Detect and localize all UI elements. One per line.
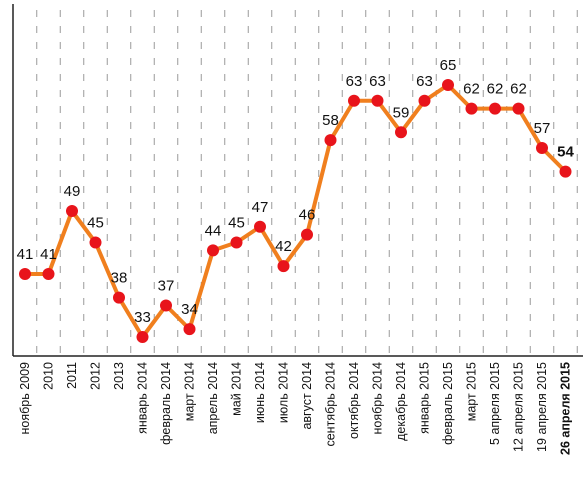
data-label: 41	[17, 246, 34, 263]
data-point	[559, 165, 572, 178]
data-label: 46	[299, 207, 316, 224]
data-point	[136, 331, 149, 343]
data-point	[536, 142, 548, 154]
data-point	[160, 299, 172, 312]
data-labels: 41 41 49 45 38 33 37 34 44 45 47 42 46 58 63 63 59 63 65 62…	[17, 57, 575, 326]
data-label: 63	[369, 73, 386, 90]
x-tick-label: сентябрь 2014	[324, 362, 338, 447]
data-point	[348, 94, 360, 107]
data-label: 62	[510, 81, 527, 98]
x-tick-label: 19 апреля 2015	[535, 362, 549, 452]
data-label: 49	[64, 183, 81, 200]
x-tick-label: 5 апреля 2015	[488, 362, 502, 445]
x-tick-label: январь 2015	[418, 362, 432, 434]
data-point	[42, 268, 55, 280]
data-point	[207, 244, 219, 257]
x-tick-label: март 2015	[465, 362, 479, 421]
data-point	[113, 291, 125, 304]
data-point	[465, 102, 478, 115]
data-point	[301, 228, 313, 241]
x-tick-label: февраль 2015	[441, 362, 455, 445]
data-point	[183, 323, 196, 336]
data-point	[512, 102, 525, 115]
data-point	[19, 268, 31, 280]
data-label: 34	[181, 301, 198, 318]
x-tick-label: 26 апреля 2015	[559, 362, 573, 455]
data-label: 42	[275, 238, 292, 255]
x-tick-label: 2012	[89, 362, 103, 390]
x-tick-label: ноябрь 2014	[371, 362, 385, 435]
data-label: 38	[111, 270, 128, 287]
x-tick-label: февраль 2014	[159, 362, 173, 445]
x-tick-label: октябрь 2014	[347, 362, 361, 439]
data-label: 57	[534, 120, 551, 137]
data-point	[371, 94, 384, 107]
data-label: 59	[393, 104, 410, 121]
grid-lines	[36, 10, 578, 356]
data-points	[19, 79, 572, 343]
x-tick-label: 2013	[112, 362, 126, 390]
data-label: 41	[40, 246, 57, 263]
x-tick-label: ноябрь 2009	[18, 362, 32, 435]
data-label: 62	[487, 81, 504, 98]
data-point	[324, 134, 337, 147]
x-tick-label: июль 2014	[277, 362, 291, 423]
x-tick-label: апрель 2014	[206, 362, 220, 434]
data-label: 62	[463, 81, 480, 98]
x-tick-label: 2010	[42, 362, 56, 390]
data-label: 37	[158, 278, 175, 295]
data-label: 65	[440, 57, 457, 74]
x-tick-label: март 2014	[183, 362, 197, 421]
data-point	[418, 94, 431, 107]
data-point	[442, 79, 454, 91]
x-tick-labels: ноябрь 2009 2010 2011 2012 2013 январь 2014 фе…	[18, 362, 573, 455]
x-tick-label: 12 апреля 2015	[512, 362, 526, 452]
data-label: 44	[205, 222, 222, 239]
x-tick-label: декабрь 2014	[394, 362, 408, 441]
x-tick-label: май 2014	[230, 362, 244, 416]
data-point	[89, 236, 102, 249]
data-point	[230, 236, 243, 249]
data-label: 54	[557, 144, 574, 161]
data-point	[277, 260, 290, 273]
x-tick-label: июнь 2014	[253, 362, 267, 423]
data-point	[66, 205, 78, 217]
x-tick-label: январь 2014	[136, 362, 150, 434]
data-point	[489, 102, 501, 115]
data-label: 33	[134, 309, 151, 326]
x-tick-label: август 2014	[300, 362, 314, 430]
data-label: 47	[252, 199, 269, 216]
x-tick-label: 2011	[65, 362, 79, 389]
data-label: 63	[416, 73, 433, 90]
data-point	[254, 220, 266, 233]
data-point	[395, 126, 407, 139]
data-label: 45	[228, 215, 245, 232]
data-label: 45	[87, 215, 104, 232]
data-label: 58	[322, 112, 339, 129]
data-label: 63	[346, 73, 363, 90]
